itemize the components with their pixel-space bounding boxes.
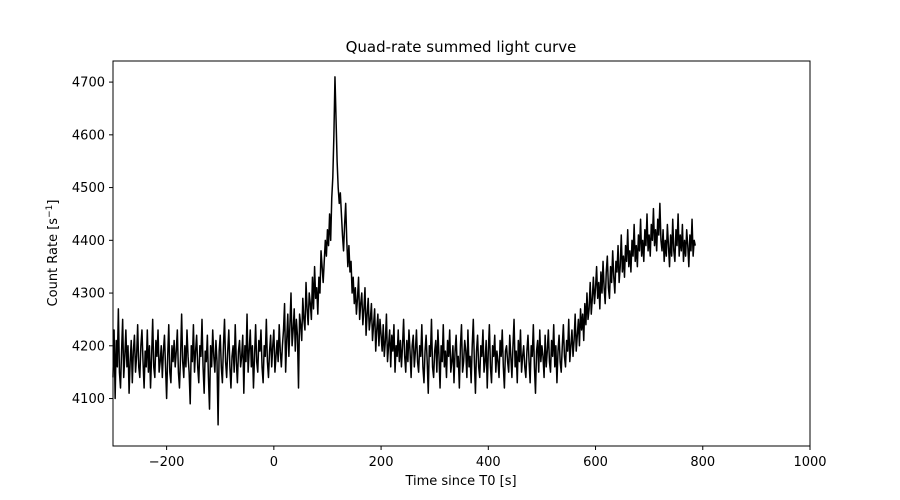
y-tick-label: 4300 xyxy=(72,287,105,302)
y-axis-label-main: Count Rate [s xyxy=(46,218,61,307)
x-tick-label: 200 xyxy=(369,455,394,470)
y-axis-label: Count Rate [s−1] xyxy=(45,200,61,307)
y-axis-label-tail: ] xyxy=(46,200,61,205)
x-axis: −200 0 200 400 600 800 1000 xyxy=(149,446,827,470)
chart-title: Quad-rate summed light curve xyxy=(346,38,577,56)
x-tick-label: 800 xyxy=(690,455,715,470)
y-tick-label: 4100 xyxy=(72,392,105,407)
light-curve-series-line xyxy=(112,76,696,426)
x-axis-label: Time since T0 [s] xyxy=(404,474,516,489)
y-tick-label: 4600 xyxy=(72,128,105,143)
plot-frame xyxy=(112,60,811,447)
x-tick-label: 1000 xyxy=(793,455,826,470)
y-axis: 4100 4200 4300 4400 4500 4600 4700 xyxy=(72,76,113,407)
x-tick-label: 400 xyxy=(476,455,501,470)
plot-area xyxy=(112,60,811,447)
y-axis-label-superscript: −1 xyxy=(45,205,55,218)
x-tick-label: −200 xyxy=(149,455,185,470)
x-tick-label: 0 xyxy=(270,455,278,470)
y-tick-label: 4700 xyxy=(72,76,105,91)
y-tick-label: 4200 xyxy=(72,339,105,354)
x-tick-label: 600 xyxy=(583,455,608,470)
y-tick-label: 4400 xyxy=(72,234,105,249)
y-tick-label: 4500 xyxy=(72,181,105,196)
